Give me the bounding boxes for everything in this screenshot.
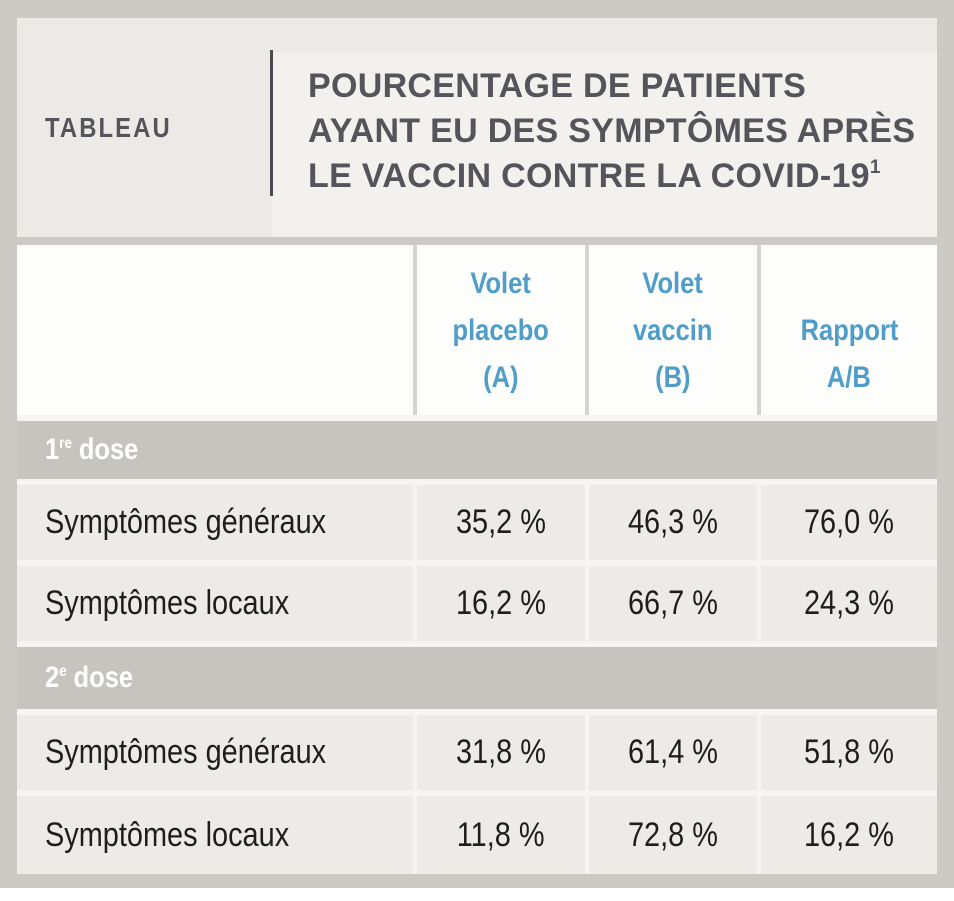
row-label-cell: Symptômes généraux: [17, 715, 413, 790]
cell-placebo: 11,8 %: [417, 796, 585, 874]
cell-placebo: 31,8 %: [417, 715, 585, 790]
row-label: Symptômes généraux: [45, 733, 327, 771]
section-1-ordinal-suffix: re: [59, 435, 73, 452]
cell-value: 24,3 %: [804, 584, 894, 622]
cell-value: 51,8 %: [804, 733, 894, 771]
header-cell-placebo: Volet placebo (A): [417, 245, 585, 415]
figure-title-line-1: POURCENTAGE DE PATIENTS: [308, 67, 807, 105]
section-1-word: dose: [78, 433, 139, 466]
table-row: Symptômes généraux 35,2 % 46,3 % 76,0 %: [17, 485, 937, 560]
table-figure-card: TABLEAU POURCENTAGE DE PATIENTS AYANT EU…: [17, 18, 937, 874]
section-label-dose-2: 2e dose: [45, 661, 133, 695]
title-highlight-panel: [272, 52, 937, 237]
cell-value: 76,0 %: [804, 503, 894, 541]
table-row: Symptômes généraux 31,8 % 61,4 % 51,8 %: [17, 715, 937, 790]
kicker-label: TABLEAU: [45, 111, 172, 143]
cell-vaccin: 61,4 %: [589, 715, 757, 790]
header-cell-vaccin-line-3: (B): [655, 361, 691, 394]
header-cell-placebo-line-2: placebo: [452, 314, 550, 347]
cell-value: 11,8 %: [457, 815, 545, 854]
header-table-gap: [17, 237, 937, 245]
cell-value: 16,2 %: [804, 815, 894, 854]
cell-placebo: 16,2 %: [417, 566, 585, 641]
cell-value: 16,2 %: [456, 584, 546, 622]
table-header-row: Volet placebo (A) Volet vaccin (B) Rappo…: [17, 245, 937, 415]
figure-title-line-2: AYANT EU DES SYMPTÔMES APRÈS: [308, 112, 916, 150]
header-cell-placebo-line-1: Volet: [470, 267, 532, 300]
figure-header: TABLEAU POURCENTAGE DE PATIENTS AYANT EU…: [17, 18, 937, 237]
section-2-number: 2: [45, 661, 60, 694]
cell-value: 66,7 %: [628, 584, 718, 622]
section-2-ordinal-suffix: e: [59, 663, 67, 680]
header-cell-vaccin: Volet vaccin (B): [589, 245, 757, 415]
header-cell-vaccin-line-1: Volet: [642, 267, 704, 300]
footnote-marker: 1: [869, 156, 881, 178]
title-divider: [270, 50, 273, 196]
cell-value: 31,8 %: [456, 733, 546, 771]
header-cell-placebo-line-3: (A): [483, 361, 519, 394]
cell-rapport: 16,2 %: [761, 796, 937, 874]
section-band-dose-1: 1re dose: [17, 421, 937, 479]
section-label-dose-1: 1re dose: [45, 433, 138, 467]
table-row: Symptômes locaux 11,8 % 72,8 % 16,2 %: [17, 796, 937, 874]
row-label: Symptômes généraux: [45, 503, 327, 541]
cell-vaccin: 66,7 %: [589, 566, 757, 641]
cell-rapport: 24,3 %: [761, 566, 937, 641]
cell-vaccin: 46,3 %: [589, 485, 757, 560]
figure-title-line-3-text: LE VACCIN CONTRE LA COVID-19: [308, 157, 870, 195]
data-table: Volet placebo (A) Volet vaccin (B) Rappo…: [17, 245, 937, 874]
table-row: Symptômes locaux 16,2 % 66,7 % 24,3 %: [17, 566, 937, 641]
row-label: Symptômes locaux: [45, 815, 290, 854]
cell-vaccin: 72,8 %: [589, 796, 757, 874]
cell-value: 72,8 %: [628, 815, 718, 854]
cell-value: 46,3 %: [628, 503, 718, 541]
figure-title-line-3: LE VACCIN CONTRE LA COVID-191: [308, 154, 915, 199]
header-cell-rapport-line-1: Rapport: [800, 314, 898, 347]
section-2-word: dose: [73, 661, 134, 694]
header-cell-rapport: Rapport A/B: [761, 245, 937, 415]
header-cell-rapport-line-2: A/B: [827, 361, 871, 394]
header-cell-empty: [17, 245, 413, 415]
cell-value: 61,4 %: [628, 733, 718, 771]
row-label-cell: Symptômes locaux: [17, 566, 413, 641]
cell-value: 35,2 %: [456, 503, 546, 541]
header-cell-vaccin-line-2: vaccin: [633, 314, 713, 347]
section-band-dose-2: 2e dose: [17, 647, 937, 709]
section-1-number: 1: [45, 433, 60, 466]
row-label: Symptômes locaux: [45, 584, 290, 622]
cell-rapport: 76,0 %: [761, 485, 937, 560]
kicker: TABLEAU: [45, 18, 194, 237]
figure-title: POURCENTAGE DE PATIENTS AYANT EU DES SYM…: [308, 64, 915, 199]
cell-placebo: 35,2 %: [417, 485, 585, 560]
row-label-cell: Symptômes locaux: [17, 796, 413, 874]
cell-rapport: 51,8 %: [761, 715, 937, 790]
row-label-cell: Symptômes généraux: [17, 485, 413, 560]
